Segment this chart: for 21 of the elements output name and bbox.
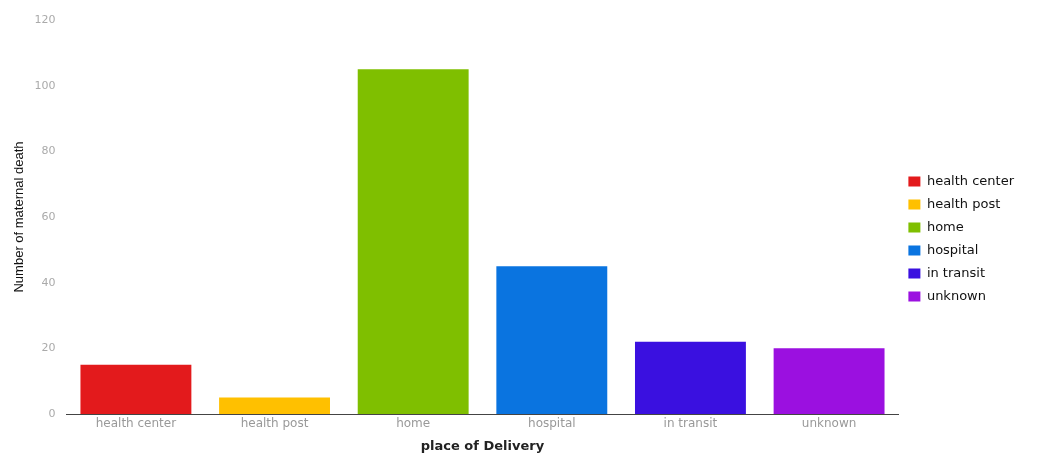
x-tick-label: unknown (801, 416, 857, 431)
y-tick-label: 20 (41, 341, 56, 355)
x-tick-label: hospital (528, 416, 576, 431)
legend-label: health center (926, 172, 1015, 188)
x-tick-label: health center (95, 416, 177, 431)
y-tick-label: 100 (34, 78, 56, 92)
x-tick-label: health post (240, 416, 309, 431)
x-tick-label: home (396, 416, 431, 431)
legend-label: unknown (926, 287, 986, 303)
y-tick-label: 120 (34, 12, 56, 26)
x-axis-title: place of Delivery (420, 437, 545, 453)
y-axis-title: Number of maternal death (11, 141, 27, 293)
y-tick-label: 0 (48, 406, 56, 420)
y-tick-label: 80 (41, 144, 56, 158)
y-tick-label: 60 (41, 209, 56, 223)
legend-label: in transit (926, 264, 986, 280)
legend-label: health post (926, 195, 1001, 211)
x-tick-label: in transit (663, 416, 718, 431)
legend-label: hospital (926, 241, 979, 257)
legend-label: home (926, 218, 964, 234)
y-tick-label: 40 (41, 275, 56, 289)
